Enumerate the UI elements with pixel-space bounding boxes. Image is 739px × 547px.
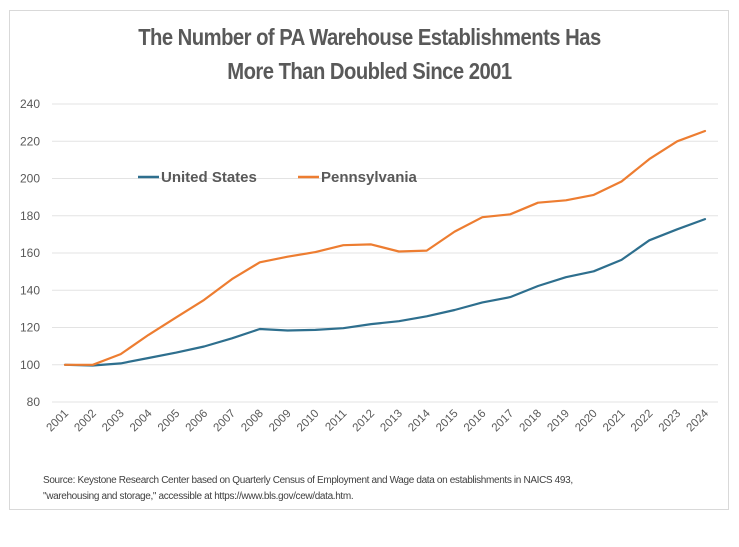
x-tick-label: 2008 <box>239 408 266 435</box>
y-tick-label: 100 <box>20 358 40 372</box>
x-tick-label: 2013 <box>378 408 405 435</box>
legend-label-pennsylvania: Pennsylvania <box>321 169 418 186</box>
chart-frame <box>9 10 729 510</box>
x-tick-label: 2002 <box>72 408 99 435</box>
x-tick-label: 2021 <box>601 408 628 435</box>
chart-title: The Number of PA Warehouse Establishment… <box>44 20 694 88</box>
x-tick-label: 2014 <box>406 407 433 434</box>
y-tick-label: 240 <box>20 97 40 111</box>
y-tick-label: 140 <box>20 283 40 297</box>
source-line-2: "warehousing and storage," accessible at… <box>43 491 354 502</box>
y-tick-label: 160 <box>20 246 40 260</box>
x-tick-label: 2024 <box>685 407 712 434</box>
y-tick-label: 220 <box>20 134 40 148</box>
x-tick-label: 2006 <box>184 408 211 435</box>
x-tick-label: 2012 <box>351 408 378 435</box>
legend: United States Pennsylvania <box>138 169 418 186</box>
x-axis: 2001 2002 2003 2004 2005 2006 2007 2008 2009 2010… <box>45 407 712 434</box>
x-tick-label: 2018 <box>518 408 545 435</box>
source-note: Source: Keystone Research Center based o… <box>43 473 573 505</box>
series-line-united-states <box>63 218 707 367</box>
x-tick-label: 2015 <box>434 408 461 435</box>
x-tick-label: 2003 <box>100 408 127 435</box>
x-tick-label: 2009 <box>267 408 294 435</box>
source-line-1: Source: Keystone Research Center based o… <box>43 475 573 486</box>
chart-title-line-2: More Than Doubled Since 2001 <box>227 58 512 84</box>
legend-label-united-states: United States <box>161 169 257 186</box>
series-line-pennsylvania <box>63 129 707 366</box>
y-tick-label: 200 <box>20 172 40 186</box>
y-tick-label: 120 <box>20 321 40 335</box>
y-axis: 80 100 120 140 160 180 200 220 240 <box>20 97 40 409</box>
chart-title-line-1: The Number of PA Warehouse Establishment… <box>138 24 601 50</box>
series-lines <box>63 129 707 367</box>
x-tick-label: 2019 <box>545 408 572 435</box>
x-tick-label: 2022 <box>629 408 656 435</box>
x-tick-label: 2010 <box>295 408 322 435</box>
y-tick-label: 180 <box>20 209 40 223</box>
x-tick-label: 2007 <box>211 408 238 435</box>
x-tick-label: 2020 <box>573 408 600 435</box>
x-tick-label: 2023 <box>657 408 684 435</box>
y-tick-label: 80 <box>27 395 41 409</box>
x-tick-label: 2005 <box>156 408 183 435</box>
x-tick-label: 2001 <box>45 408 72 435</box>
x-tick-label: 2004 <box>128 407 155 434</box>
x-tick-label: 2017 <box>490 408 517 435</box>
x-tick-label: 2016 <box>462 408 489 435</box>
gridlines <box>52 103 718 403</box>
x-tick-label: 2011 <box>323 408 349 434</box>
